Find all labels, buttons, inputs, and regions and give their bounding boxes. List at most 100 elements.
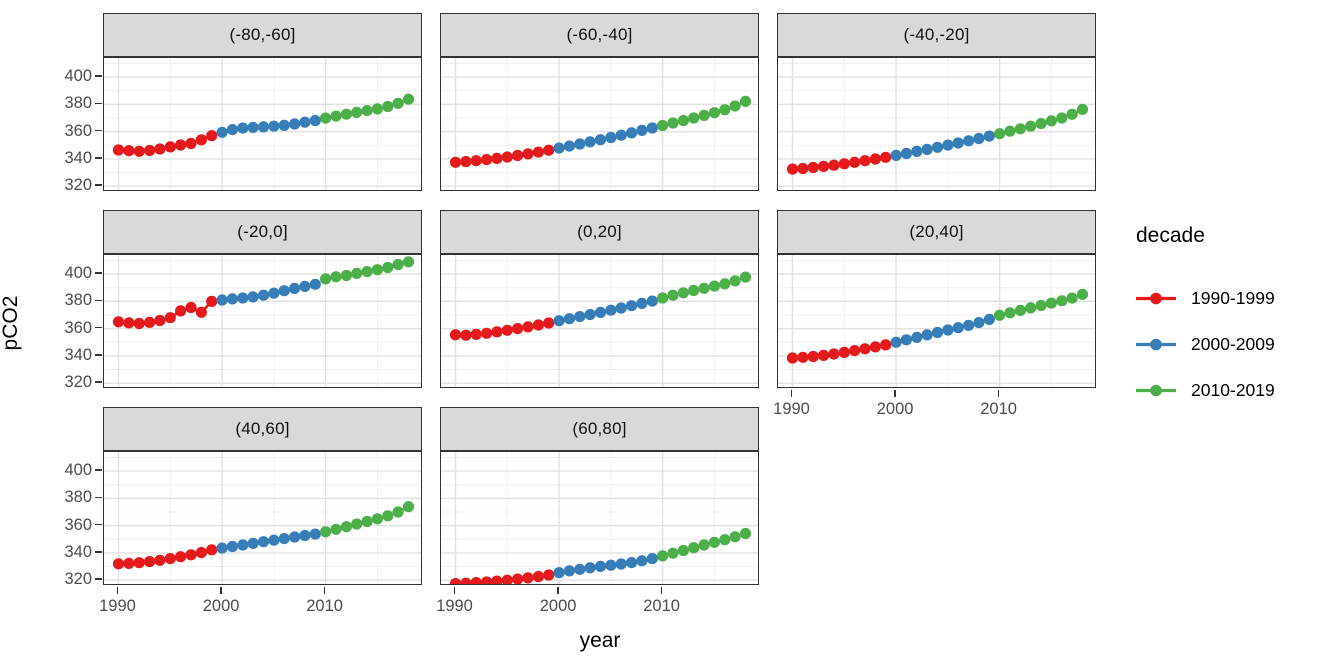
data-point xyxy=(481,576,493,584)
data-point xyxy=(512,573,524,584)
facet-panel xyxy=(440,56,759,191)
y-tick-mark xyxy=(95,381,103,383)
legend-entry-2000s: 2000-2009 xyxy=(1136,332,1275,356)
data-point xyxy=(309,278,321,290)
data-point xyxy=(1035,299,1047,312)
data-point xyxy=(1045,115,1057,127)
data-point xyxy=(382,100,394,113)
data-point xyxy=(574,563,586,575)
data-point xyxy=(402,256,415,268)
legend-label: 1990-1999 xyxy=(1191,287,1275,308)
data-point xyxy=(470,328,482,340)
data-point xyxy=(175,551,187,563)
y-tick-label: 400 xyxy=(64,67,92,86)
data-point xyxy=(237,539,249,551)
facet-panel xyxy=(440,450,759,585)
data-point xyxy=(392,258,404,271)
y-tick-mark xyxy=(95,496,103,499)
facet-panel xyxy=(103,56,422,191)
x-tick-mark xyxy=(453,586,456,594)
facet-neg20-0: (-20,0] xyxy=(103,210,422,388)
data-point xyxy=(371,513,383,525)
data-point xyxy=(1014,123,1026,135)
data-point xyxy=(320,112,332,124)
data-point xyxy=(708,536,720,548)
data-point xyxy=(739,95,752,107)
data-point xyxy=(382,510,394,522)
y-tick-label: 320 xyxy=(64,176,92,195)
data-point xyxy=(543,569,555,581)
data-point xyxy=(563,565,575,577)
data-point xyxy=(869,153,881,165)
data-point xyxy=(994,128,1006,140)
data-point xyxy=(392,506,404,518)
y-tick-mark xyxy=(95,184,103,186)
data-point xyxy=(268,534,280,546)
facet-strip: (40,60] xyxy=(103,407,422,451)
data-point xyxy=(216,542,228,554)
data-point xyxy=(112,558,125,570)
data-point xyxy=(688,284,700,297)
data-point xyxy=(216,126,228,138)
data-point xyxy=(449,329,462,341)
data-point xyxy=(532,319,544,331)
data-point xyxy=(1066,292,1078,304)
data-point xyxy=(402,93,415,105)
facet-strip: (20,40] xyxy=(777,210,1096,254)
x-tick-label: 1990 xyxy=(436,597,473,615)
data-point xyxy=(226,540,238,553)
facet-strip: (-60,-40] xyxy=(440,13,759,57)
data-point xyxy=(553,567,565,579)
data-point xyxy=(361,515,373,528)
data-point xyxy=(708,280,720,292)
data-point xyxy=(522,148,534,160)
y-tick-label: 320 xyxy=(64,373,92,392)
legend-label: 2010-2019 xyxy=(1191,379,1275,400)
y-tick-label: 360 xyxy=(64,318,92,337)
data-point xyxy=(942,139,954,151)
legend: decade 1990-1999 2000-2009 2010-2019 xyxy=(1128,224,1342,400)
data-point xyxy=(299,280,311,292)
data-point xyxy=(880,339,892,351)
facet-panel xyxy=(103,253,422,388)
data-point xyxy=(144,316,156,328)
data-point xyxy=(299,529,311,542)
data-point xyxy=(729,275,741,287)
data-point xyxy=(931,326,944,339)
x-tick-mark xyxy=(790,389,793,397)
data-point xyxy=(838,346,850,358)
data-point xyxy=(532,570,544,583)
data-point xyxy=(154,143,166,155)
data-point xyxy=(309,114,321,127)
facet-60-80: (60,80] xyxy=(440,407,759,585)
data-point xyxy=(983,313,995,325)
data-point xyxy=(849,345,861,357)
data-point xyxy=(921,143,933,155)
facet-strip: (-40,-20] xyxy=(777,13,1096,57)
facet-strip-label: (60,80] xyxy=(572,419,627,438)
data-point xyxy=(667,289,679,301)
data-point xyxy=(553,315,565,327)
data-point xyxy=(838,158,850,170)
data-point xyxy=(900,334,912,346)
data-point xyxy=(963,135,975,147)
data-point xyxy=(278,533,290,545)
data-point xyxy=(719,534,731,546)
data-point xyxy=(890,149,902,161)
data-point xyxy=(563,140,575,152)
data-point xyxy=(164,141,176,153)
y-tick-label: 380 xyxy=(64,488,92,507)
data-point xyxy=(237,292,249,304)
data-point xyxy=(216,294,228,306)
facet-neg80-neg60: (-80,-60] xyxy=(103,13,422,191)
facet-strip: (-80,-60] xyxy=(103,13,422,57)
data-point xyxy=(195,306,207,318)
data-point xyxy=(1076,103,1089,115)
y-tick-label: 340 xyxy=(64,148,92,167)
data-point xyxy=(739,271,752,283)
data-point xyxy=(849,156,861,168)
legend-key-1990s xyxy=(1136,292,1176,304)
data-point xyxy=(636,297,648,309)
y-axis-title: pCO2 xyxy=(0,295,22,351)
facet-0-20: (0,20] xyxy=(440,210,759,388)
